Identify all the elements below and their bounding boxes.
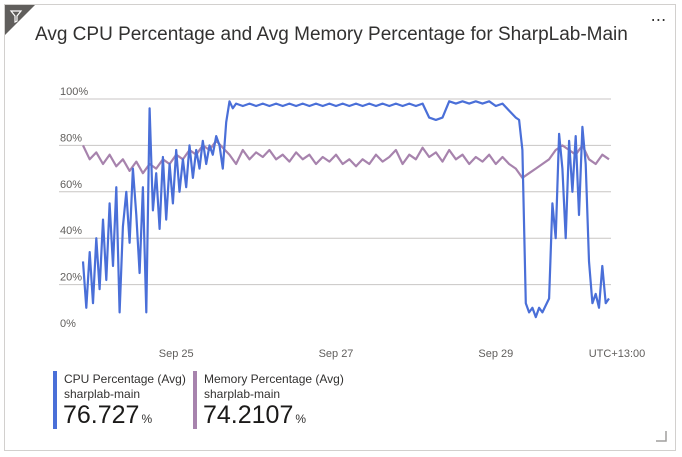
y-tick-label: 20% — [60, 272, 82, 284]
x-tick-label: Sep 27 — [319, 348, 354, 360]
y-tick-label: 80% — [60, 132, 82, 144]
x-tick-label: Sep 29 — [478, 348, 513, 360]
x-tick-label: Sep 25 — [159, 348, 194, 360]
legend-series-name: Memory Percentage (Avg) — [204, 372, 344, 386]
y-tick-label: 0% — [60, 318, 76, 330]
y-tick-label: 40% — [60, 225, 82, 237]
legend-summary-value: 76.727% — [63, 401, 153, 429]
timezone-label: UTC+13:00 — [589, 348, 646, 360]
legend-color-swatch — [193, 371, 197, 429]
legend-summary-value: 74.2107% — [203, 401, 307, 429]
resize-grip-icon[interactable] — [655, 430, 667, 442]
legend-series-name: CPU Percentage (Avg) — [64, 372, 186, 386]
series-line-memory — [82, 139, 610, 179]
legend-resource-name: sharplab-main — [64, 387, 141, 401]
legend-resource-name: sharplab-main — [204, 387, 281, 401]
chart-title: Avg CPU Percentage and Avg Memory Percen… — [35, 24, 628, 45]
y-tick-label: 100% — [60, 86, 88, 98]
line-chart: 0% 20% 40% 60% 80% 100% Sep 25 Sep 27 Sep 29 UTC+… — [59, 86, 646, 360]
chart-tile: Avg CPU Percentage and Avg Memory Percen… — [4, 4, 676, 451]
series-line-cpu — [81, 100, 610, 319]
more-options-icon[interactable]: ⋯ — [650, 12, 668, 29]
legend-color-swatch — [53, 371, 57, 429]
filter-icon[interactable] — [5, 5, 35, 35]
y-tick-label: 60% — [60, 179, 82, 191]
